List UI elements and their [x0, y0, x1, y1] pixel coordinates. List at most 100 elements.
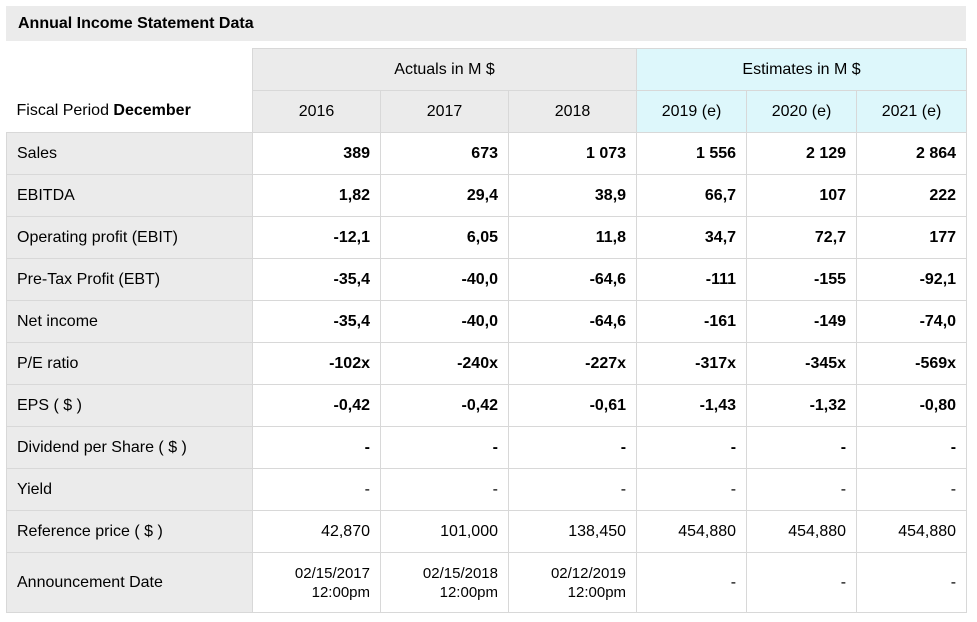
cell-value: -12,1: [252, 216, 381, 259]
announcement-date: 02/12/2019: [550, 564, 627, 582]
year-header: 2021 (e): [856, 90, 968, 133]
cell-value: -0,61: [507, 384, 638, 427]
cell-value: -1,32: [746, 384, 858, 427]
table-row: Dividend per Share ( $ ) - - - - - -: [6, 426, 968, 469]
cell-value: -35,4: [252, 300, 381, 343]
year-header: 2020 (e): [746, 90, 858, 133]
row-label: Yield: [6, 468, 253, 511]
cell-value: -345x: [746, 342, 858, 385]
cell-value: -569x: [856, 342, 968, 385]
panel-title: Annual Income Statement Data: [6, 6, 966, 41]
year-header: 2018: [507, 90, 638, 133]
table-row: Operating profit (EBIT) -12,1 6,05 11,8 …: [6, 216, 968, 259]
cell-value: -: [252, 426, 381, 469]
cell-value: -40,0: [380, 258, 509, 301]
year-header-row: Fiscal Period December 2016 2017 2018 20…: [6, 90, 968, 133]
year-header: 2019 (e): [636, 90, 748, 133]
cell-value: -35,4: [252, 258, 381, 301]
cell-value: 389: [252, 132, 381, 175]
cell-value: -: [856, 426, 968, 469]
year-header: 2016: [252, 90, 381, 133]
cell-value: -64,6: [507, 300, 638, 343]
row-label: P/E ratio: [6, 342, 253, 385]
cell-value: 1,82: [252, 174, 381, 217]
cell-value: -227x: [507, 342, 638, 385]
cell-value: 673: [380, 132, 509, 175]
cell-value: -0,42: [380, 384, 509, 427]
cell-value: 29,4: [380, 174, 509, 217]
announcement-time: 12:00pm: [567, 583, 627, 601]
cell-value: 1 556: [636, 132, 748, 175]
estimates-group-header: Estimates in M $: [636, 48, 968, 91]
cell-value: 101,000: [380, 510, 509, 553]
cell-value: -102x: [252, 342, 381, 385]
cell-value: 454,880: [636, 510, 748, 553]
cell-value: 66,7: [636, 174, 748, 217]
row-label: Net income: [6, 300, 253, 343]
cell-value: -149: [746, 300, 858, 343]
announcement-date: 02/15/2018: [422, 564, 498, 582]
cell-value: -: [746, 426, 858, 469]
cell-value: -: [746, 468, 858, 511]
cell-value: 6,05: [380, 216, 509, 259]
row-label: EBITDA: [6, 174, 253, 217]
cell-value: -40,0: [380, 300, 509, 343]
row-label: Announcement Date: [6, 552, 253, 613]
fiscal-period-label: Fiscal Period December: [6, 90, 253, 133]
cell-value: 42,870: [252, 510, 381, 553]
cell-value: -317x: [636, 342, 748, 385]
group-header-row: Actuals in M $ Estimates in M $: [6, 48, 968, 91]
cell-value: -: [252, 468, 381, 511]
row-label: Reference price ( $ ): [6, 510, 253, 553]
cell-value: -: [380, 426, 509, 469]
year-header: 2017: [380, 90, 509, 133]
announcement-date-cell: 02/15/2017 12:00pm: [252, 552, 381, 613]
table-row: EPS ( $ ) -0,42 -0,42 -0,61 -1,43 -1,32 …: [6, 384, 968, 427]
row-label: Pre-Tax Profit (EBT): [6, 258, 253, 301]
table-row-announcement: Announcement Date 02/15/2017 12:00pm 02/1…: [6, 552, 968, 613]
income-statement-panel: Annual Income Statement Data Actuals in …: [6, 6, 968, 613]
row-label: Operating profit (EBIT): [6, 216, 253, 259]
cell-value: -: [636, 426, 748, 469]
fiscal-period-month: December: [113, 102, 191, 120]
announcement-date-cell: 02/15/2018 12:00pm: [380, 552, 509, 613]
cell-value: 72,7: [746, 216, 858, 259]
cell-value: -155: [746, 258, 858, 301]
cell-value: 454,880: [746, 510, 858, 553]
cell-value: -92,1: [856, 258, 968, 301]
announcement-date-cell: -: [746, 552, 858, 613]
table-row: P/E ratio -102x -240x -227x -317x -345x …: [6, 342, 968, 385]
cell-value: -: [380, 468, 509, 511]
announcement-date-cell: -: [856, 552, 968, 613]
fiscal-period-prefix: Fiscal Period: [16, 102, 114, 120]
cell-value: 454,880: [856, 510, 968, 553]
income-statement-table: Actuals in M $ Estimates in M $ Fiscal P…: [6, 48, 968, 613]
cell-value: 138,450: [507, 510, 638, 553]
cell-value: 11,8: [507, 216, 638, 259]
announcement-date-cell: -: [636, 552, 748, 613]
cell-value: -1,43: [636, 384, 748, 427]
announcement-date-cell: 02/12/2019 12:00pm: [507, 552, 638, 613]
cell-value: 34,7: [636, 216, 748, 259]
cell-value: -: [636, 468, 748, 511]
cell-value: 1 073: [507, 132, 638, 175]
row-label: Dividend per Share ( $ ): [6, 426, 253, 469]
row-label: EPS ( $ ): [6, 384, 253, 427]
announcement-time: 12:00pm: [311, 583, 370, 601]
cell-value: -74,0: [856, 300, 968, 343]
actuals-group-header: Actuals in M $: [251, 48, 638, 91]
cell-value: -111: [636, 258, 748, 301]
table-row: EBITDA 1,82 29,4 38,9 66,7 107 222: [6, 174, 968, 217]
announcement-time: 12:00pm: [439, 583, 498, 601]
table-row: Yield - - - - - -: [6, 468, 968, 511]
table-row: Pre-Tax Profit (EBT) -35,4 -40,0 -64,6 -…: [6, 258, 968, 301]
cell-value: -161: [636, 300, 748, 343]
cell-value: -240x: [380, 342, 509, 385]
cell-value: -64,6: [507, 258, 638, 301]
row-label: Sales: [6, 132, 253, 175]
announcement-date: 02/15/2017: [294, 564, 370, 582]
table-row: Net income -35,4 -40,0 -64,6 -161 -149 -…: [6, 300, 968, 343]
cell-value: 107: [746, 174, 858, 217]
cell-value: -: [507, 468, 638, 511]
table-row: Reference price ( $ ) 42,870 101,000 138…: [6, 510, 968, 553]
